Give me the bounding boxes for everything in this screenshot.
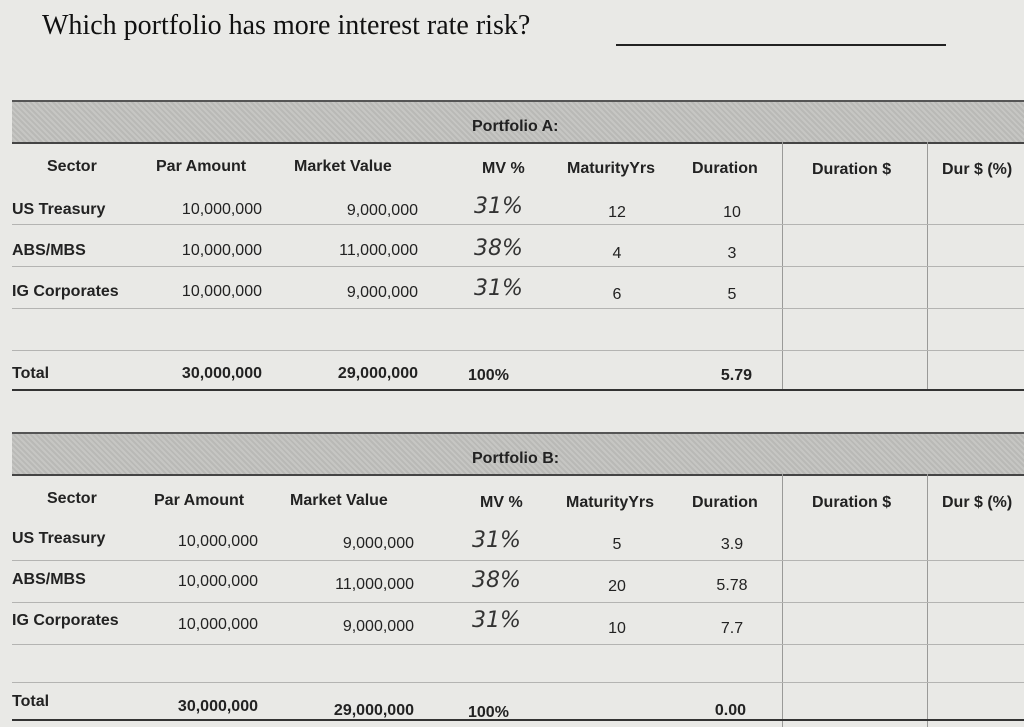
row-divider [12, 682, 1024, 683]
total-label: Total [12, 693, 50, 710]
row-duration: 5 [727, 286, 737, 303]
row-maturity: 12 [608, 204, 626, 221]
total-duration: 0.00 [714, 702, 746, 719]
row-market-value: 11,000,000 [335, 576, 414, 593]
total-rule [12, 719, 1024, 721]
portfolio-a-title: Portfolio A: [472, 118, 559, 135]
row-mv-pct-handwritten[interactable]: 31% [472, 608, 521, 633]
row-par: 10,000,000 [177, 616, 258, 633]
portfolio-b-header-band [12, 432, 1024, 476]
row-market-value: 9,000,000 [346, 202, 418, 219]
row-divider [12, 602, 1024, 603]
header-duration: Duration [692, 494, 758, 511]
row-maturity: 20 [608, 578, 626, 595]
row-divider [12, 266, 1024, 267]
row-par: 10,000,000 [181, 242, 262, 259]
row-sector: ABS/MBS [12, 242, 86, 259]
total-par: 30,000,000 [181, 365, 262, 382]
total-duration: 5.79 [720, 367, 752, 384]
row-mv-pct-handwritten[interactable]: 31% [474, 276, 523, 301]
row-par: 10,000,000 [177, 533, 258, 550]
row-market-value: 11,000,000 [339, 242, 418, 259]
total-mv-pct: 100% [468, 367, 509, 384]
column-divider [782, 474, 783, 727]
row-sector: IG Corporates [12, 283, 119, 300]
total-label: Total [12, 365, 50, 382]
total-market-value: 29,000,000 [333, 702, 414, 719]
row-maturity: 5 [612, 536, 622, 553]
portfolio-b-table: Portfolio B: Sector Par Amount Market Va… [12, 432, 1024, 727]
portfolio-a-table: Portfolio A: Sector Par Amount Market Va… [12, 100, 1024, 395]
row-maturity: 4 [612, 245, 622, 262]
portfolio-a-header-band [12, 100, 1024, 144]
row-sector: IG Corporates [12, 612, 119, 629]
header-duration-dollars: Duration $ [812, 161, 892, 178]
row-maturity: 6 [612, 286, 622, 303]
row-market-value: 9,000,000 [346, 284, 418, 301]
header-maturity: MaturityYrs [566, 494, 655, 511]
total-par: 30,000,000 [177, 698, 258, 715]
total-market-value: 29,000,000 [337, 365, 418, 382]
header-sector: Sector [47, 158, 97, 175]
row-market-value: 9,000,000 [342, 535, 414, 552]
row-divider [12, 644, 1024, 645]
header-dur-pct: Dur $ (%) [942, 161, 1013, 178]
row-mv-pct-handwritten[interactable]: 38% [474, 236, 523, 261]
row-duration: 7.7 [720, 620, 744, 637]
header-dur-pct: Dur $ (%) [942, 494, 1013, 511]
header-market-value: Market Value [290, 492, 388, 509]
row-duration: 10 [723, 204, 741, 221]
row-divider [12, 560, 1024, 561]
total-mv-pct: 100% [468, 704, 509, 721]
header-market-value: Market Value [294, 158, 392, 175]
row-divider [12, 350, 1024, 351]
column-divider [927, 474, 928, 727]
portfolio-b-title: Portfolio B: [472, 450, 560, 467]
row-duration: 3.9 [720, 536, 744, 553]
row-mv-pct-handwritten[interactable]: 38% [472, 568, 521, 593]
row-mv-pct-handwritten[interactable]: 31% [472, 528, 521, 553]
header-mv-pct: MV % [480, 494, 523, 511]
row-mv-pct-handwritten[interactable]: 31% [474, 194, 523, 219]
row-sector: ABS/MBS [12, 571, 86, 588]
header-par-amount: Par Amount [156, 158, 247, 175]
row-par: 10,000,000 [181, 283, 262, 300]
header-duration-dollars: Duration $ [812, 494, 892, 511]
header-mv-pct: MV % [482, 160, 525, 177]
header-sector: Sector [47, 490, 97, 507]
question-text: Which portfolio has more interest rate r… [42, 10, 531, 41]
row-divider [12, 224, 1024, 225]
header-duration: Duration [692, 160, 758, 177]
row-par: 10,000,000 [181, 201, 262, 218]
header-maturity: MaturityYrs [567, 160, 656, 177]
row-duration: 5.78 [716, 577, 748, 594]
row-maturity: 10 [608, 620, 626, 637]
total-rule [12, 389, 1024, 391]
header-par-amount: Par Amount [154, 492, 245, 509]
row-sector: US Treasury [12, 201, 106, 218]
row-market-value: 9,000,000 [342, 618, 414, 635]
row-duration: 3 [727, 245, 737, 262]
row-divider [12, 308, 1024, 309]
row-sector: US Treasury [12, 530, 106, 547]
answer-blank[interactable] [616, 44, 946, 46]
row-par: 10,000,000 [177, 573, 258, 590]
